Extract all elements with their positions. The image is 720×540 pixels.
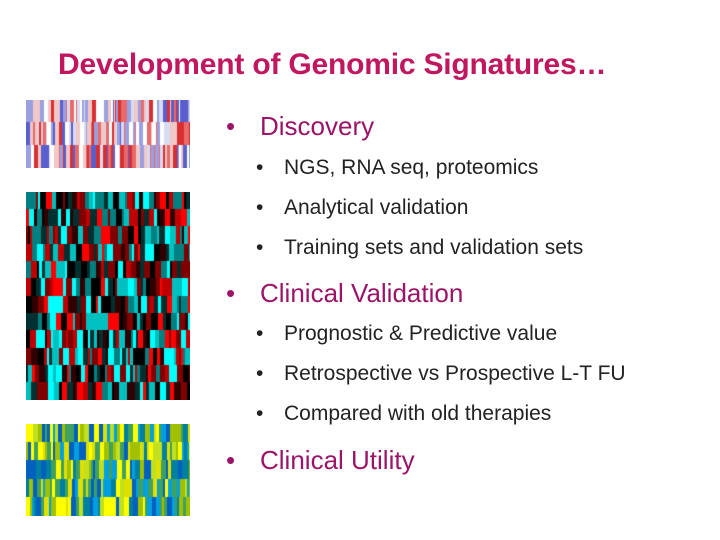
- subbullet-text: Training sets and validation sets: [284, 236, 584, 259]
- heading-discovery: Discovery: [260, 111, 375, 141]
- heading-clinical-utility: Clinical Utility: [260, 445, 415, 475]
- heatmap-validation-image: [26, 192, 190, 400]
- subbullet-text: NGS, RNA seq, proteomics: [284, 156, 539, 179]
- bullet-clinical-utility: • Clinical Utility: [226, 445, 415, 476]
- subbullet-text: Prognostic & Predictive value: [284, 322, 558, 345]
- bullet-dot: •: [226, 111, 236, 141]
- subbullet-text: Compared with old therapies: [284, 402, 552, 425]
- subbullet-text: Analytical validation: [284, 196, 469, 219]
- heading-clinical-validation: Clinical Validation: [260, 278, 464, 308]
- heatmap-utility-image: [26, 424, 190, 516]
- bullet-dot: •: [226, 445, 236, 475]
- bullet-dot: •: [226, 278, 236, 308]
- bullet-clinical-validation: • Clinical Validation: [226, 278, 463, 309]
- subbullet-item: • Analytical validation: [256, 196, 469, 219]
- subbullet-item: • Retrospective vs Prospective L-T FU: [256, 362, 626, 385]
- subbullet-item: • Training sets and validation sets: [256, 236, 584, 259]
- bullet-discovery: • Discovery: [226, 111, 374, 142]
- slide-title: Development of Genomic Signatures…: [58, 48, 607, 81]
- subbullet-item: • Prognostic & Predictive value: [256, 322, 558, 345]
- subbullet-item: • Compared with old therapies: [256, 402, 552, 425]
- subbullet-item: • NGS, RNA seq, proteomics: [256, 156, 539, 179]
- heatmap-discovery-image: [26, 100, 190, 168]
- subbullet-text: Retrospective vs Prospective L-T FU: [284, 362, 626, 385]
